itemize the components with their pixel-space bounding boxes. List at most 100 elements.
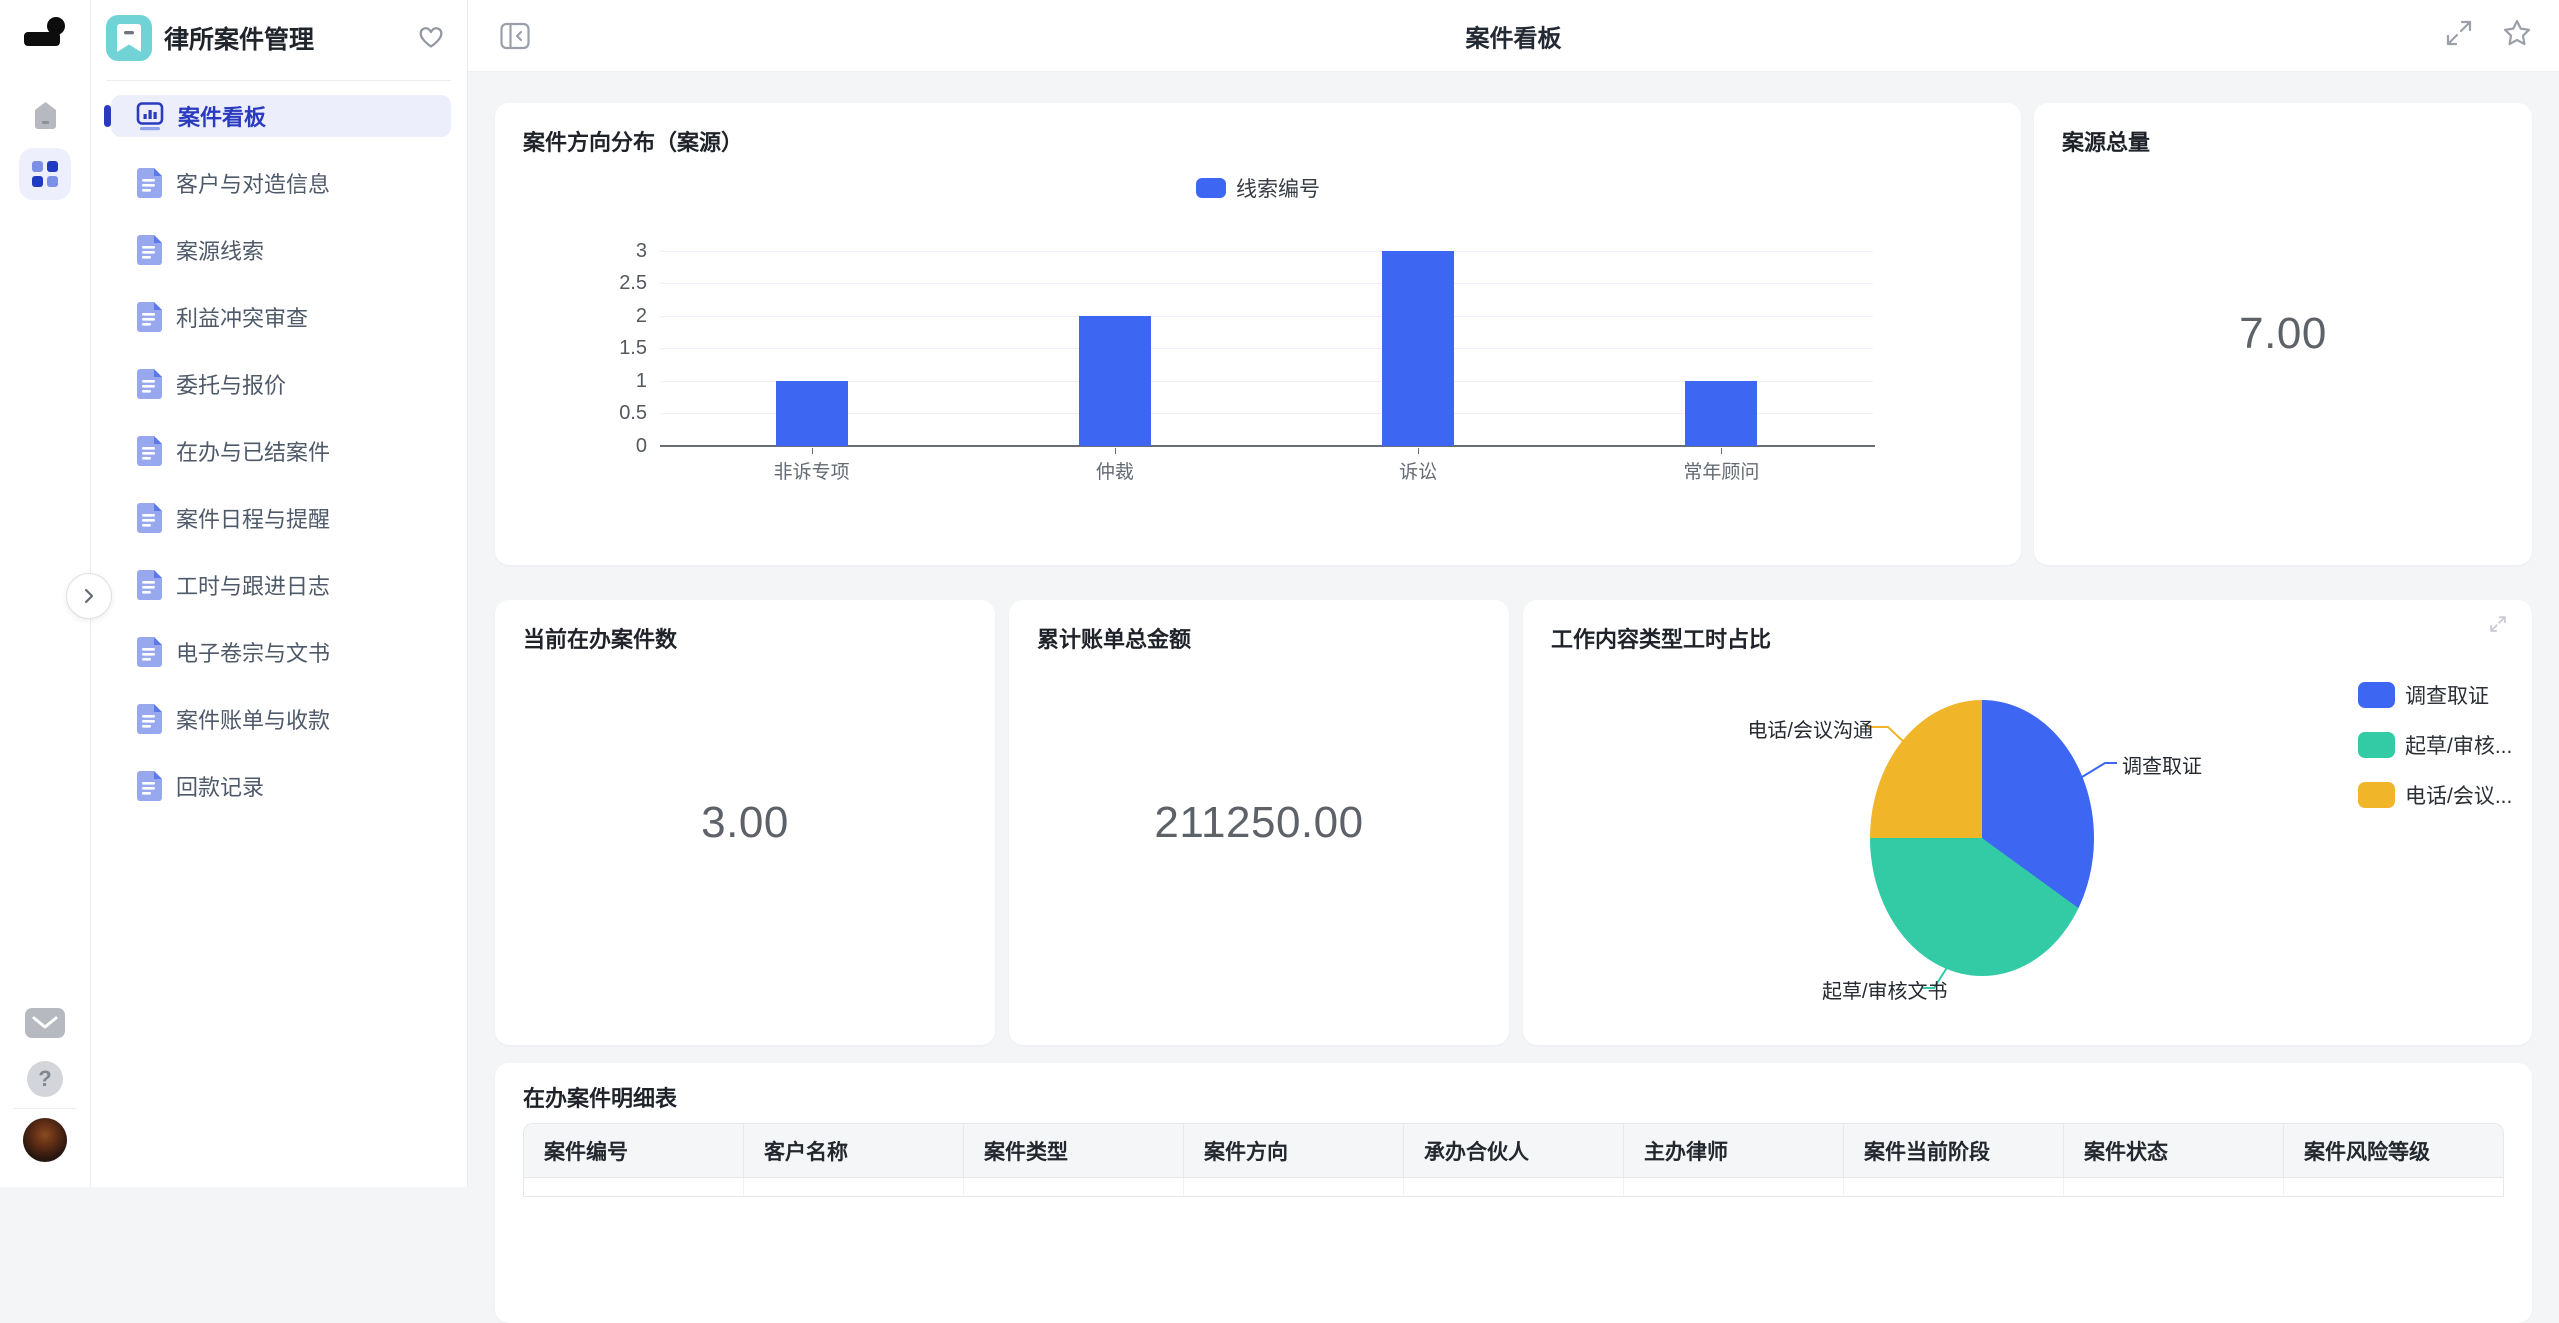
dashboard-content: 案件方向分布（案源） 线索编号 3 2.5 2 1.5 1 0. xyxy=(468,72,2559,1323)
sidebar-nav: 案件看板 客户与对造信息 案源线索 利益冲突审查 委托与报价 在办与已结案件 案… xyxy=(91,95,467,832)
sidebar-item-conflict-check[interactable]: 利益冲突审查 xyxy=(111,296,451,338)
kpi-value: 3.00 xyxy=(701,797,789,847)
sidebar-item-engagement-quote[interactable]: 委托与报价 xyxy=(111,363,451,405)
card-fullscreen-icon[interactable] xyxy=(2488,614,2508,639)
legend-swatch xyxy=(2358,682,2395,708)
gridline xyxy=(660,348,1873,349)
apps-grid-button[interactable] xyxy=(19,148,71,200)
column-header: 承办合伙人 xyxy=(1404,1124,1624,1177)
sidebar-item-active-closed-cases[interactable]: 在办与已结案件 xyxy=(111,430,451,472)
sidebar-item-label: 案件账单与收款 xyxy=(176,708,331,733)
panel-collapse-icon[interactable] xyxy=(498,19,532,58)
sidebar-item-billing-collection[interactable]: 案件账单与收款 xyxy=(111,698,451,740)
sidebar-item-dashboard[interactable]: 案件看板 xyxy=(104,95,451,137)
sidebar-item-efiles-documents[interactable]: 电子卷宗与文书 xyxy=(111,631,451,673)
doc-icon xyxy=(137,503,162,533)
kpi-card-total-sources: 案源总量 7.00 xyxy=(2034,103,2532,565)
y-tick-label: 1.5 xyxy=(619,337,647,359)
topbar: 案件看板 xyxy=(468,0,2559,72)
bar-常年顾问[interactable] xyxy=(1685,381,1758,446)
pie-legend-item[interactable]: 起草/审核... xyxy=(2358,730,2512,760)
avatar[interactable] xyxy=(23,1118,67,1162)
column-header: 案件类型 xyxy=(964,1124,1184,1177)
bar-chart-legend[interactable]: 线索编号 xyxy=(495,173,2021,203)
y-tick-label: 0.5 xyxy=(619,402,647,424)
x-tick xyxy=(1418,448,1420,454)
table-row[interactable] xyxy=(524,1178,2503,1196)
pie-chart[interactable] xyxy=(1870,700,2094,976)
pie-legend-item[interactable]: 电话/会议... xyxy=(2358,780,2512,810)
sidebar-item-label: 回款记录 xyxy=(176,775,265,800)
sidebar-item-clients[interactable]: 客户与对造信息 xyxy=(111,162,451,204)
sidebar-header: 律所案件管理 xyxy=(106,14,452,62)
topbar-actions xyxy=(2443,0,2533,71)
kpi-value: 211250.00 xyxy=(1154,797,1364,847)
sidebar-collapse-button[interactable] xyxy=(66,573,112,619)
sidebar-item-label: 客户与对造信息 xyxy=(176,172,331,197)
workspace-logo-icon[interactable] xyxy=(23,16,67,57)
main-area: 案件看板 案件方向分布（案源） 线索编号 xyxy=(468,0,2559,1323)
doc-icon xyxy=(137,302,162,332)
kpi-title: 累计账单总金额 xyxy=(1037,627,1192,652)
page-title: 案件看板 xyxy=(1465,25,1562,52)
gridline xyxy=(660,381,1873,382)
x-category-label: 常年顾问 xyxy=(1683,462,1760,483)
doc-icon xyxy=(137,168,162,198)
sidebar-item-timesheet-log[interactable]: 工时与跟进日志 xyxy=(111,564,451,606)
kpi-title: 当前在办案件数 xyxy=(523,627,678,652)
legend-swatch xyxy=(2358,782,2395,808)
sidebar-item-schedule-reminders[interactable]: 案件日程与提醒 xyxy=(111,497,451,539)
sidebar-item-leads[interactable]: 案源线索 xyxy=(111,229,451,271)
star-icon[interactable] xyxy=(2501,17,2533,54)
pie-legend-item[interactable]: 调查取证 xyxy=(2358,680,2512,710)
x-category-label: 仲裁 xyxy=(1095,462,1134,483)
sidebar-item-label: 委托与报价 xyxy=(176,373,287,398)
x-category-label: 非诉专项 xyxy=(773,462,850,483)
legend-label: 线索编号 xyxy=(1236,178,1320,201)
y-tick-label: 1 xyxy=(635,370,647,392)
sidebar-item-label: 在办与已结案件 xyxy=(176,440,331,465)
dashboard-icon xyxy=(136,101,164,130)
doc-icon xyxy=(137,771,162,801)
bar-chart-card: 案件方向分布（案源） 线索编号 3 2.5 2 1.5 1 0. xyxy=(495,103,2021,565)
bar-slot: 仲裁 xyxy=(963,251,1266,483)
apps-grid-icon xyxy=(32,161,58,187)
sidebar-item-payment-records[interactable]: 回款记录 xyxy=(111,765,451,807)
bar-chart-title: 案件方向分布（案源） xyxy=(523,130,744,155)
help-icon[interactable]: ? xyxy=(27,1061,63,1097)
pie-callout-label: 调查取证 xyxy=(2122,756,2202,778)
bar-非诉专项[interactable] xyxy=(775,381,848,446)
gridline xyxy=(660,251,1873,252)
pie-callout-label: 电话/会议沟通 xyxy=(1747,720,1873,742)
sidebar-item-label: 案源线索 xyxy=(176,239,265,264)
sidebar-item-label: 案件日程与提醒 xyxy=(176,507,331,532)
app-title: 律所案件管理 xyxy=(164,26,315,54)
bar-诉讼[interactable] xyxy=(1382,251,1455,446)
mail-icon[interactable] xyxy=(25,1008,65,1043)
bar-slot: 非诉专项 xyxy=(660,251,963,483)
column-header: 案件风险等级 xyxy=(2304,1140,2430,1164)
column-header: 客户名称 xyxy=(744,1124,964,1177)
bar-仲裁[interactable] xyxy=(1078,316,1151,446)
heart-icon[interactable] xyxy=(416,22,446,55)
kpi-card-active-cases: 当前在办案件数 3.00 xyxy=(495,600,995,1045)
pie-legend: 调查取证 起草/审核... 电话/会议... xyxy=(2358,680,2512,830)
kpi-title: 案源总量 xyxy=(2062,130,2151,155)
sidebar-item-label: 工时与跟进日志 xyxy=(176,574,331,599)
y-tick-label: 0 xyxy=(635,435,647,457)
column-header: 案件编号 xyxy=(524,1124,744,1177)
y-tick-label: 2.5 xyxy=(619,272,647,294)
active-indicator xyxy=(104,105,111,127)
gridline xyxy=(660,283,1873,284)
case-table: 案件编号 客户名称 案件类型 案件方向 承办合伙人 主办律师 案件当前阶段 案件… xyxy=(523,1123,2504,1197)
chevron-right-icon xyxy=(84,588,94,604)
bar-plot: 非诉专项 仲裁 诉讼 常年顾问 xyxy=(660,251,1873,483)
legend-swatch xyxy=(1196,178,1226,198)
doc-icon xyxy=(137,369,162,399)
sidebar-item-label: 电子卷宗与文书 xyxy=(176,641,331,666)
pie-chart-title: 工作内容类型工时占比 xyxy=(1551,627,1772,652)
home-icon[interactable] xyxy=(32,101,59,135)
fullscreen-icon[interactable] xyxy=(2443,17,2475,54)
doc-icon xyxy=(137,570,162,600)
doc-icon xyxy=(137,436,162,466)
